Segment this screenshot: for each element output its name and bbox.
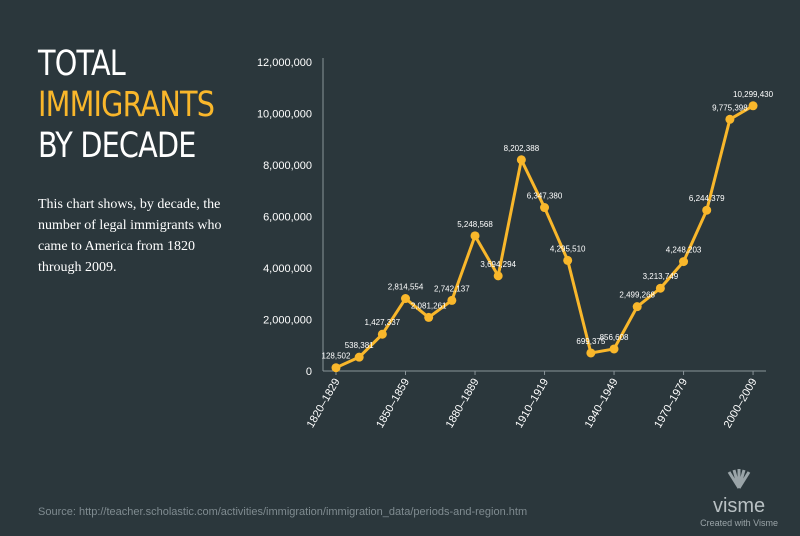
data-label: 10,299,430 (733, 90, 774, 99)
data-point (331, 363, 341, 373)
data-label: 1,427,337 (365, 318, 401, 327)
data-label: 4,295,510 (550, 244, 586, 253)
chart-title: TOTAL IMMIGRANTS BY DECADE (38, 44, 215, 167)
data-label: 2,742,137 (434, 284, 470, 293)
data-label: 2,814,554 (388, 283, 424, 292)
x-tick-label: 1940–1949 (583, 377, 621, 431)
data-label: 3,213,749 (643, 272, 679, 281)
y-tick-label: 0 (306, 366, 312, 378)
data-label: 699,375 (576, 337, 605, 346)
x-tick-label: 2000–2009 (722, 377, 760, 431)
y-tick-label: 6,000,000 (263, 212, 312, 224)
data-point (540, 203, 550, 213)
data-point (470, 231, 480, 241)
x-tick-label: 1910–1919 (513, 377, 551, 431)
x-tick-label: 1820–1829 (305, 377, 343, 431)
data-point (516, 155, 526, 165)
data-label: 8,202,388 (504, 144, 540, 153)
x-tick-label: 1850–1859 (374, 377, 412, 431)
data-label: 538,381 (345, 341, 374, 350)
chart-description: This chart shows, by decade, the number … (38, 197, 222, 275)
y-tick-label: 4,000,000 (263, 263, 312, 275)
y-tick-label: 10,000,000 (257, 109, 312, 121)
data-point (702, 205, 712, 215)
logo-tagline: Created with Visme (700, 518, 778, 528)
data-point (655, 283, 665, 293)
data-point (424, 312, 434, 322)
data-point (377, 329, 387, 339)
data-point (632, 302, 642, 312)
y-tick-label: 8,000,000 (263, 160, 312, 172)
data-point (354, 352, 364, 362)
title-line-1: TOTAL (38, 44, 126, 84)
data-label: 2,081,261 (411, 301, 447, 310)
x-tick-label: 1880–1889 (444, 377, 482, 431)
data-point (563, 255, 573, 265)
data-label: 5,248,568 (457, 220, 493, 229)
title-line-2: IMMIGRANTS (38, 85, 215, 125)
data-point (609, 344, 619, 354)
source-link[interactable]: Source: http://teacher.scholastic.com/ac… (38, 506, 528, 518)
data-label: 3,694,294 (480, 260, 516, 269)
data-point (725, 114, 735, 124)
data-point (401, 294, 411, 304)
visme-logo[interactable]: visme Created with Visme (700, 468, 778, 528)
data-point (679, 257, 689, 267)
y-tick-label: 2,000,000 (263, 315, 312, 327)
visme-logo-icon (727, 469, 751, 489)
logo-word: visme (712, 495, 766, 517)
data-label: 2,499,268 (619, 291, 655, 300)
x-tick-label: 1970–1979 (652, 377, 690, 431)
series-line (335, 104, 754, 370)
data-label: 128,502 (322, 352, 351, 361)
data-point (586, 348, 596, 358)
data-point (748, 101, 758, 111)
data-label: 6,347,380 (527, 192, 563, 201)
data-label: 856,608 (600, 333, 629, 342)
data-point (493, 271, 503, 281)
data-label: 9,775,398 (712, 103, 748, 112)
y-tick-label: 12,000,000 (257, 57, 312, 69)
data-label: 4,248,203 (666, 246, 702, 255)
data-label: 6,244,379 (689, 194, 725, 203)
title-line-3: BY DECADE (38, 126, 196, 166)
data-point (447, 295, 457, 305)
